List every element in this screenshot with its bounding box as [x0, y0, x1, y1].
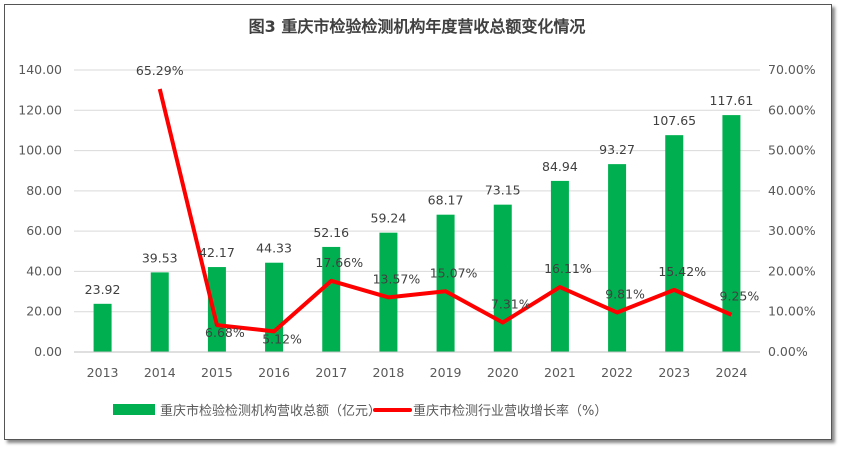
x-tick-label: 2017 [315, 365, 347, 380]
chart-title: 图3 重庆市检验检测机构年度营收总额变化情况 [249, 17, 586, 36]
line-value-label: 17.66% [315, 255, 363, 270]
left-tick-label: 80.00 [26, 183, 62, 198]
bar [207, 267, 226, 352]
x-tick-label: 2022 [601, 365, 633, 380]
x-tick-label: 2023 [658, 365, 690, 380]
bar [379, 232, 398, 352]
bar [550, 180, 569, 352]
line-value-label: 9.81% [605, 286, 645, 301]
x-tick-label: 2024 [716, 365, 748, 380]
x-tick-label: 2014 [144, 365, 176, 380]
right-tick-label: 50.00% [768, 143, 816, 158]
bar [150, 272, 169, 352]
left-tick-label: 60.00 [26, 223, 62, 238]
bar-value-label: 93.27 [599, 142, 635, 157]
left-tick-label: 40.00 [26, 263, 62, 278]
line-value-label: 65.29% [136, 63, 184, 78]
chart-frame [4, 4, 832, 440]
bar [608, 164, 627, 352]
bar-value-label: 52.16 [313, 225, 349, 240]
line-value-label: 9.25% [720, 289, 760, 304]
right-tick-label: 70.00% [768, 62, 816, 77]
bar-value-label: 84.94 [542, 159, 578, 174]
bar [493, 204, 512, 352]
line-value-label: 13.57% [373, 271, 421, 286]
line-value-label: 15.42% [658, 264, 706, 279]
bar-value-label: 44.33 [256, 241, 292, 256]
line-value-label: 16.11% [544, 261, 592, 276]
legend: 重庆市检验检测机构营收总额（亿元） 重庆市检测行业营收增长率（%） [113, 403, 607, 419]
bar [722, 115, 741, 352]
x-tick-label: 2016 [258, 365, 290, 380]
right-tick-label: 60.00% [768, 102, 816, 117]
legend-bar-label: 重庆市检验检测机构营收总额（亿元） [160, 403, 381, 419]
left-tick-label: 20.00 [26, 304, 62, 319]
right-tick-label: 40.00% [768, 183, 816, 198]
bar [93, 303, 112, 352]
bar-value-label: 59.24 [371, 211, 407, 226]
right-tick-label: 20.00% [768, 263, 816, 278]
x-tick-label: 2018 [373, 365, 405, 380]
bar-value-label: 107.65 [652, 113, 696, 128]
left-tick-label: 140.00 [18, 62, 62, 77]
left-tick-label: 120.00 [18, 102, 62, 117]
bar-value-label: 39.53 [142, 250, 178, 265]
left-tick-label: 0.00 [34, 344, 62, 359]
legend-line-label: 重庆市检测行业营收增长率（%） [413, 403, 607, 419]
x-tick-label: 2019 [430, 365, 462, 380]
right-tick-label: 30.00% [768, 223, 816, 238]
right-tick-label: 10.00% [768, 304, 816, 319]
bar-value-label: 42.17 [199, 245, 235, 260]
x-tick-label: 2020 [487, 365, 519, 380]
right-tick-label: 0.00% [768, 344, 808, 359]
line-value-label: 5.12% [262, 331, 302, 346]
bar [322, 246, 341, 352]
bar [436, 214, 455, 352]
line-value-label: 7.31% [491, 297, 531, 312]
x-tick-label: 2015 [201, 365, 233, 380]
bar [665, 135, 684, 352]
x-tick-label: 2021 [544, 365, 576, 380]
growth-line [157, 88, 733, 334]
left-tick-label: 100.00 [18, 143, 62, 158]
legend-bar-swatch [113, 404, 155, 415]
line-value-label: 15.07% [430, 265, 478, 280]
x-tick-label: 2013 [87, 365, 119, 380]
bar-value-label: 73.15 [485, 183, 521, 198]
line-value-label: 6.68% [205, 325, 245, 340]
bar-value-label: 117.61 [710, 93, 754, 108]
bar-value-label: 68.17 [428, 193, 464, 208]
bar-value-label: 23.92 [85, 282, 121, 297]
